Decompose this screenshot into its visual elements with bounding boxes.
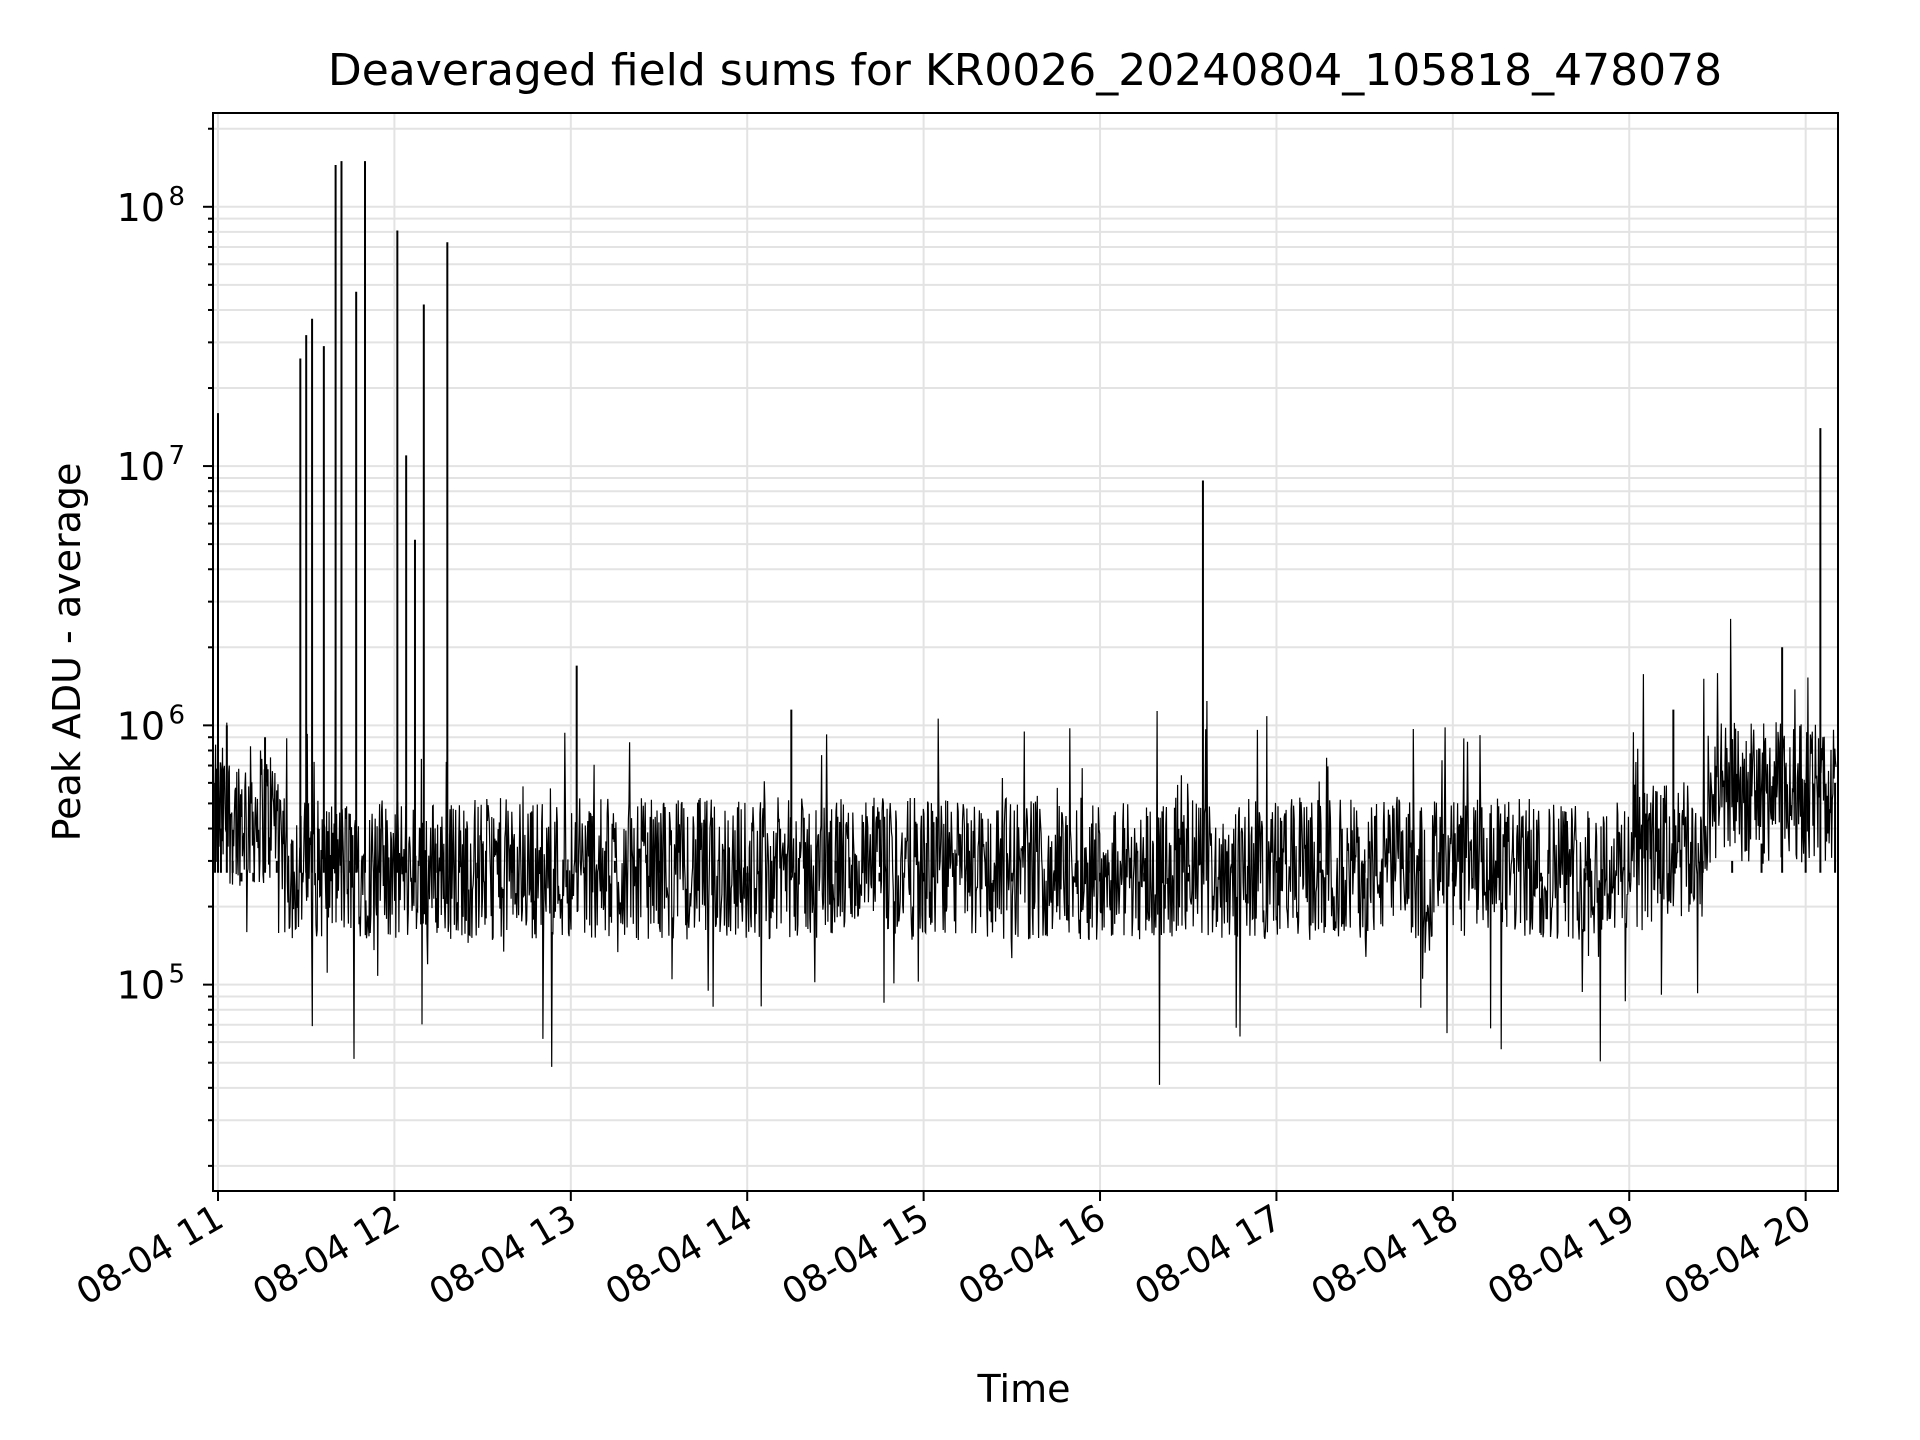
y-tick-base: 10 <box>117 704 165 748</box>
chart-title: Deaveraged field sums for KR0026_2024080… <box>328 45 1722 96</box>
series-noise-trace <box>214 618 1837 1085</box>
series-layer <box>214 161 1837 1085</box>
y-tick-exponent: 6 <box>168 700 185 730</box>
y-tick-label: 10 <box>117 186 165 230</box>
y-tick-base: 10 <box>117 964 165 1008</box>
y-tick-base: 10 <box>117 186 165 230</box>
y-tick-label: 10 <box>117 964 165 1008</box>
y-tick-label: 10 <box>117 704 165 748</box>
y-tick-exponent: 5 <box>168 960 185 990</box>
y-tick-label: 10 <box>117 445 165 489</box>
y-tick-base: 10 <box>117 445 165 489</box>
y-tick-exponent: 7 <box>168 441 185 471</box>
y-axis-label: Peak ADU - average <box>45 463 89 842</box>
plot-frame <box>212 112 1839 1192</box>
x-axis-label: Time <box>977 1367 1071 1411</box>
y-tick-exponent: 8 <box>168 182 185 212</box>
